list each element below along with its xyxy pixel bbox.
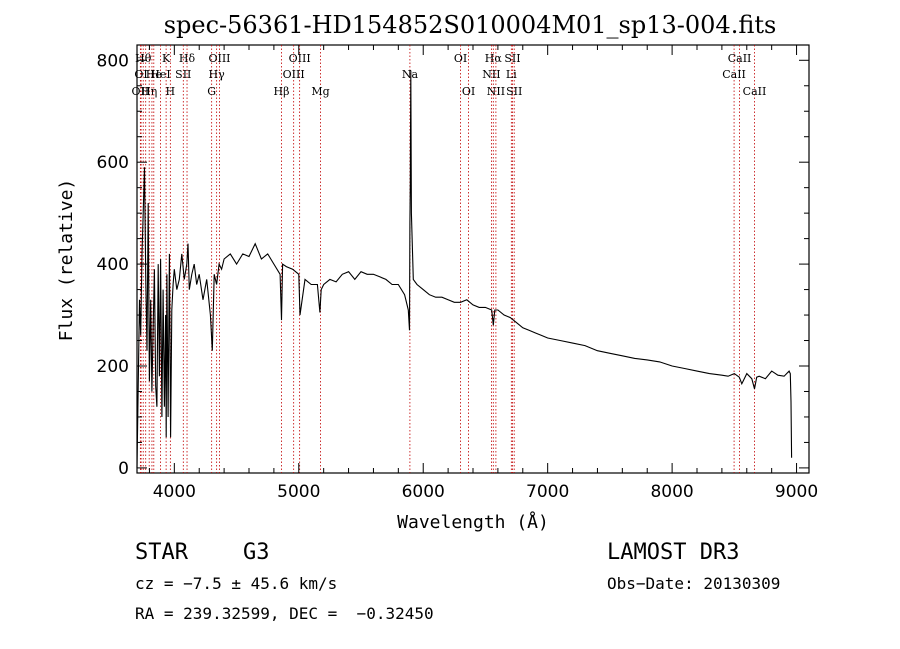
spectral-line-label: OIII	[289, 52, 311, 65]
spectral-line-label: Na	[402, 68, 419, 81]
plot-frame	[136, 44, 810, 474]
coordinates: RA = 239.32599, DEC = −0.32450	[135, 604, 434, 623]
y-tick-label: 200	[97, 357, 129, 377]
spectral-line-label: OI	[462, 85, 475, 98]
x-tick-label: 8000	[650, 482, 693, 502]
observation-date: Obs−Date: 20130309	[607, 574, 781, 593]
y-axis-label: Flux (relative)	[56, 179, 77, 342]
chart-title: spec-56361-HD154852S010004M01_sp13-004.f…	[164, 11, 777, 39]
y-axis-ticks: 0 200 400 600 800	[97, 51, 809, 479]
spectral-line-label: CaII	[722, 68, 746, 81]
spectral-line-label: OI	[454, 52, 467, 65]
spectral-line-label: HeI	[150, 68, 170, 81]
spectral-line-label: Hδ	[179, 52, 196, 65]
spectral-line-label: Hη	[141, 85, 157, 98]
spectral-line-label: G	[207, 85, 216, 98]
spectral-line-label: K	[162, 52, 171, 65]
spectral-line-label: OII	[132, 85, 150, 98]
x-tick-label: 9000	[775, 482, 818, 502]
spectral-line-label: SII	[175, 68, 191, 81]
spectral-line-markers	[139, 45, 755, 473]
spectral-line-label: SII	[506, 85, 522, 98]
spectral-line-label: NII	[487, 85, 505, 98]
y-tick-label: 600	[97, 153, 129, 173]
spectral-line-label: Li	[506, 68, 517, 81]
spectral-line-label: Hγ	[209, 68, 226, 81]
redshift-velocity: cz = −7.5 ± 45.6 km/s	[135, 574, 338, 593]
spectral-line-label: CaII	[743, 85, 767, 98]
x-tick-label: 7000	[526, 482, 569, 502]
y-tick-label: 800	[97, 51, 129, 71]
x-axis-ticks: 4000 5000 6000 7000 8000 9000	[148, 45, 818, 502]
spectral-line-label: Mg	[311, 85, 329, 98]
y-tick-label: 400	[97, 255, 129, 275]
spectral-line-label: OI	[134, 68, 147, 81]
x-axis-label: Wavelength (Å)	[397, 511, 549, 533]
spectral-line-label: OIII	[208, 52, 230, 65]
x-tick-label: 6000	[402, 482, 445, 502]
y-tick-label: 0	[118, 459, 129, 479]
x-tick-label: 5000	[277, 482, 320, 502]
spectral-line-label: He	[146, 68, 162, 81]
spectral-line-label: H	[166, 85, 176, 98]
x-tick-label: 4000	[153, 482, 196, 502]
spectral-line-label: OIII	[283, 68, 305, 81]
survey-name: LAMOST DR3	[607, 540, 740, 565]
spectral-line-label: Hβ	[274, 85, 290, 98]
spectrum-line	[136, 70, 793, 468]
spectral-line-label: Hθ	[135, 52, 152, 65]
object-subclass: G3	[243, 540, 270, 565]
object-class: STAR	[135, 540, 188, 565]
spectral-line-label: Hα	[485, 52, 503, 65]
spectral-line-label: CaII	[728, 52, 752, 65]
spectral-line-label: SII	[504, 52, 520, 65]
spectral-line-label: NII	[482, 68, 500, 81]
